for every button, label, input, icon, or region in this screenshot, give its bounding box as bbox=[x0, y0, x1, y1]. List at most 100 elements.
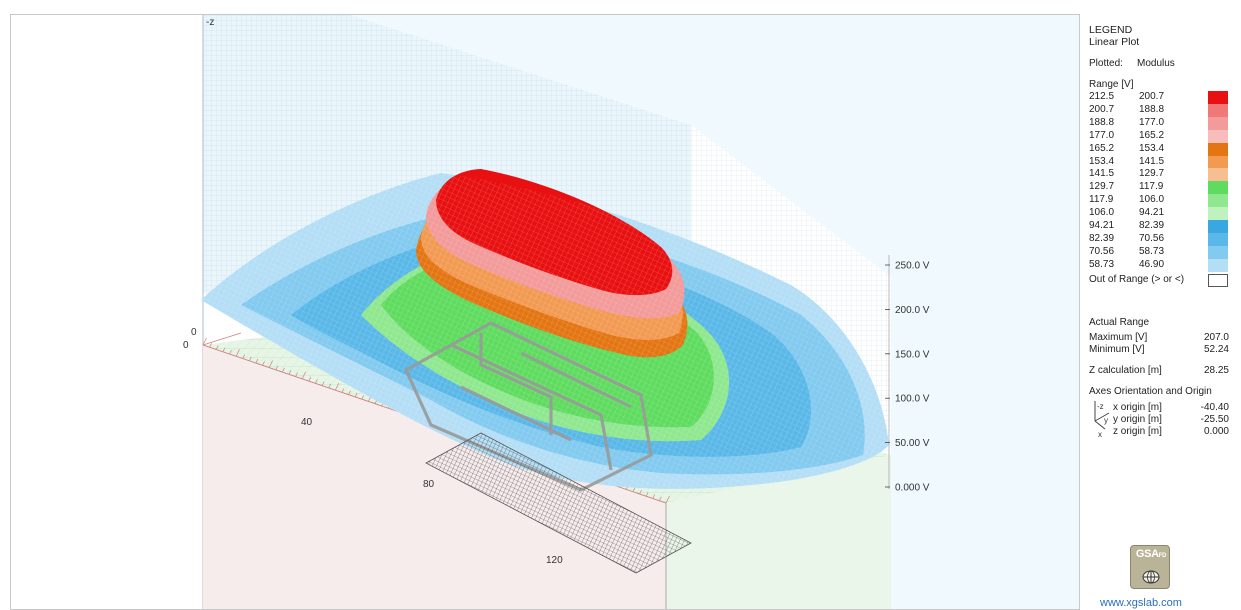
ruler-tick bbox=[334, 382, 340, 391]
ruler-tick bbox=[275, 365, 279, 370]
plotted-value: Modulus bbox=[1137, 58, 1175, 69]
range-to: 94.21 bbox=[1139, 207, 1165, 219]
ruler-tick bbox=[341, 388, 345, 393]
ruler-tick bbox=[348, 390, 351, 395]
range-from: 200.7 bbox=[1089, 103, 1115, 115]
ruler-tick bbox=[639, 489, 642, 495]
length-tick-label: 120 bbox=[546, 555, 563, 566]
vertical-axis-label: -z bbox=[206, 17, 214, 28]
range-swatch bbox=[1208, 103, 1228, 117]
ruler-tick bbox=[229, 349, 232, 355]
range-swatch bbox=[1208, 194, 1228, 208]
logo-text: GSA bbox=[1135, 548, 1159, 560]
range-swatch bbox=[1208, 129, 1228, 143]
ruler-tick bbox=[301, 371, 307, 380]
ruler-tick bbox=[202, 337, 207, 346]
origin-value: -25.50 bbox=[1200, 414, 1229, 425]
range-label: Range [V] bbox=[1089, 79, 1134, 90]
ruler-tick bbox=[645, 492, 649, 497]
range-swatch bbox=[1208, 181, 1228, 195]
maximum-value: 207.0 bbox=[1203, 332, 1229, 343]
length-tick-label: 40 bbox=[301, 417, 313, 428]
gsa-logo: GSAFD bbox=[1130, 545, 1170, 589]
svg-text:-z: -z bbox=[1097, 402, 1104, 411]
surface-plot: 0.000 V 50.00 V 100.0 V 150.0 V 200.0 V 250.0… bbox=[183, 15, 1079, 609]
range-from: 70.56 bbox=[1089, 245, 1115, 257]
ruler-tick bbox=[215, 345, 219, 350]
range-to: 46.90 bbox=[1139, 258, 1165, 270]
range-swatch bbox=[1208, 232, 1228, 246]
range-from: 117.9 bbox=[1089, 194, 1114, 206]
ruler-tick bbox=[282, 367, 285, 373]
z-tick-label: 100.0 V bbox=[895, 394, 930, 405]
range-to: 200.7 bbox=[1139, 91, 1165, 102]
z-tick-label: 150.0 V bbox=[895, 349, 930, 360]
range-to: 188.8 bbox=[1139, 103, 1165, 115]
ruler-tick bbox=[235, 349, 240, 357]
globe-icon bbox=[1142, 570, 1160, 584]
range-from: 129.7 bbox=[1089, 181, 1115, 193]
length-tick-label: 80 bbox=[423, 479, 435, 490]
range-from: 153.4 bbox=[1089, 155, 1115, 167]
ruler-tick bbox=[315, 379, 318, 384]
range-to: 117.9 bbox=[1139, 181, 1164, 193]
axes-triad-icon: -zyx bbox=[1094, 401, 1110, 439]
out-of-range-label: Out of Range (> or <) bbox=[1089, 273, 1185, 285]
ruler-tick bbox=[222, 347, 226, 352]
origin-value: -40.40 bbox=[1200, 402, 1229, 413]
out-of-range-swatch bbox=[1208, 273, 1228, 287]
ruler-tick bbox=[328, 383, 331, 389]
range-swatch bbox=[1208, 155, 1228, 169]
ruler-tick bbox=[242, 354, 245, 359]
range-to: 153.4 bbox=[1139, 142, 1165, 154]
range-to: 70.56 bbox=[1139, 232, 1165, 244]
z-tick-label: 200.0 V bbox=[895, 305, 930, 316]
axes-orientation-label: Axes Orientation and Origin bbox=[1089, 386, 1212, 397]
range-to: 165.2 bbox=[1139, 129, 1165, 141]
ruler-tick bbox=[248, 356, 252, 361]
legend-subtitle: Linear Plot bbox=[1089, 36, 1140, 48]
range-from: 212.5 bbox=[1089, 91, 1115, 102]
ruler-tick bbox=[255, 358, 259, 364]
plot-area: 0.000 V 50.00 V 100.0 V 150.0 V 200.0 V 250.0… bbox=[10, 14, 1080, 610]
range-swatch bbox=[1208, 116, 1228, 130]
range-swatch bbox=[1208, 245, 1228, 259]
ruler-tick bbox=[659, 496, 662, 501]
range-swatch bbox=[1208, 91, 1228, 104]
origin-label: z origin [m] bbox=[1113, 426, 1162, 437]
minimum-value: 52.24 bbox=[1203, 344, 1229, 355]
building-footprint bbox=[403, 321, 653, 492]
floor-plane bbox=[203, 345, 666, 609]
svg-text:x: x bbox=[1098, 430, 1102, 439]
legend-title: LEGEND bbox=[1089, 24, 1133, 36]
z-tick-label: 0.000 V bbox=[895, 483, 930, 494]
ruler-tick bbox=[288, 370, 292, 375]
actual-range-label: Actual Range bbox=[1089, 317, 1150, 328]
zcalc-value: 28.25 bbox=[1203, 365, 1229, 376]
range-from: 141.5 bbox=[1089, 168, 1115, 180]
range-from: 188.8 bbox=[1089, 116, 1115, 128]
length-tick-label: 0 bbox=[183, 340, 189, 351]
range-from: 82.39 bbox=[1089, 232, 1115, 244]
origin-label: y origin [m] bbox=[1113, 414, 1162, 425]
z-tick-label: 250.0 V bbox=[895, 261, 930, 272]
range-from: 94.21 bbox=[1089, 220, 1115, 231]
ruler-tick bbox=[361, 395, 365, 400]
range-swatch bbox=[1208, 207, 1228, 221]
ruler-tick bbox=[268, 360, 273, 368]
width-tick-label: 0 bbox=[191, 327, 197, 338]
ruler-tick bbox=[354, 392, 358, 398]
range-from: 165.2 bbox=[1089, 142, 1115, 154]
back-wall-right bbox=[351, 15, 1079, 609]
origin-label: x origin [m] bbox=[1113, 402, 1162, 413]
zcalc-label: Z calculation [m] bbox=[1089, 365, 1162, 376]
ruler-tick bbox=[321, 381, 325, 386]
plotted-label: Plotted: bbox=[1089, 58, 1123, 69]
website-link[interactable]: www.xgslab.com bbox=[1100, 597, 1182, 609]
ruler-tick bbox=[665, 495, 670, 504]
ruler-tick bbox=[295, 372, 298, 377]
range-from: 106.0 bbox=[1089, 207, 1115, 219]
range-to: 58.73 bbox=[1139, 245, 1165, 257]
ruler-tick bbox=[209, 343, 212, 348]
svg-text:y: y bbox=[1104, 416, 1108, 425]
